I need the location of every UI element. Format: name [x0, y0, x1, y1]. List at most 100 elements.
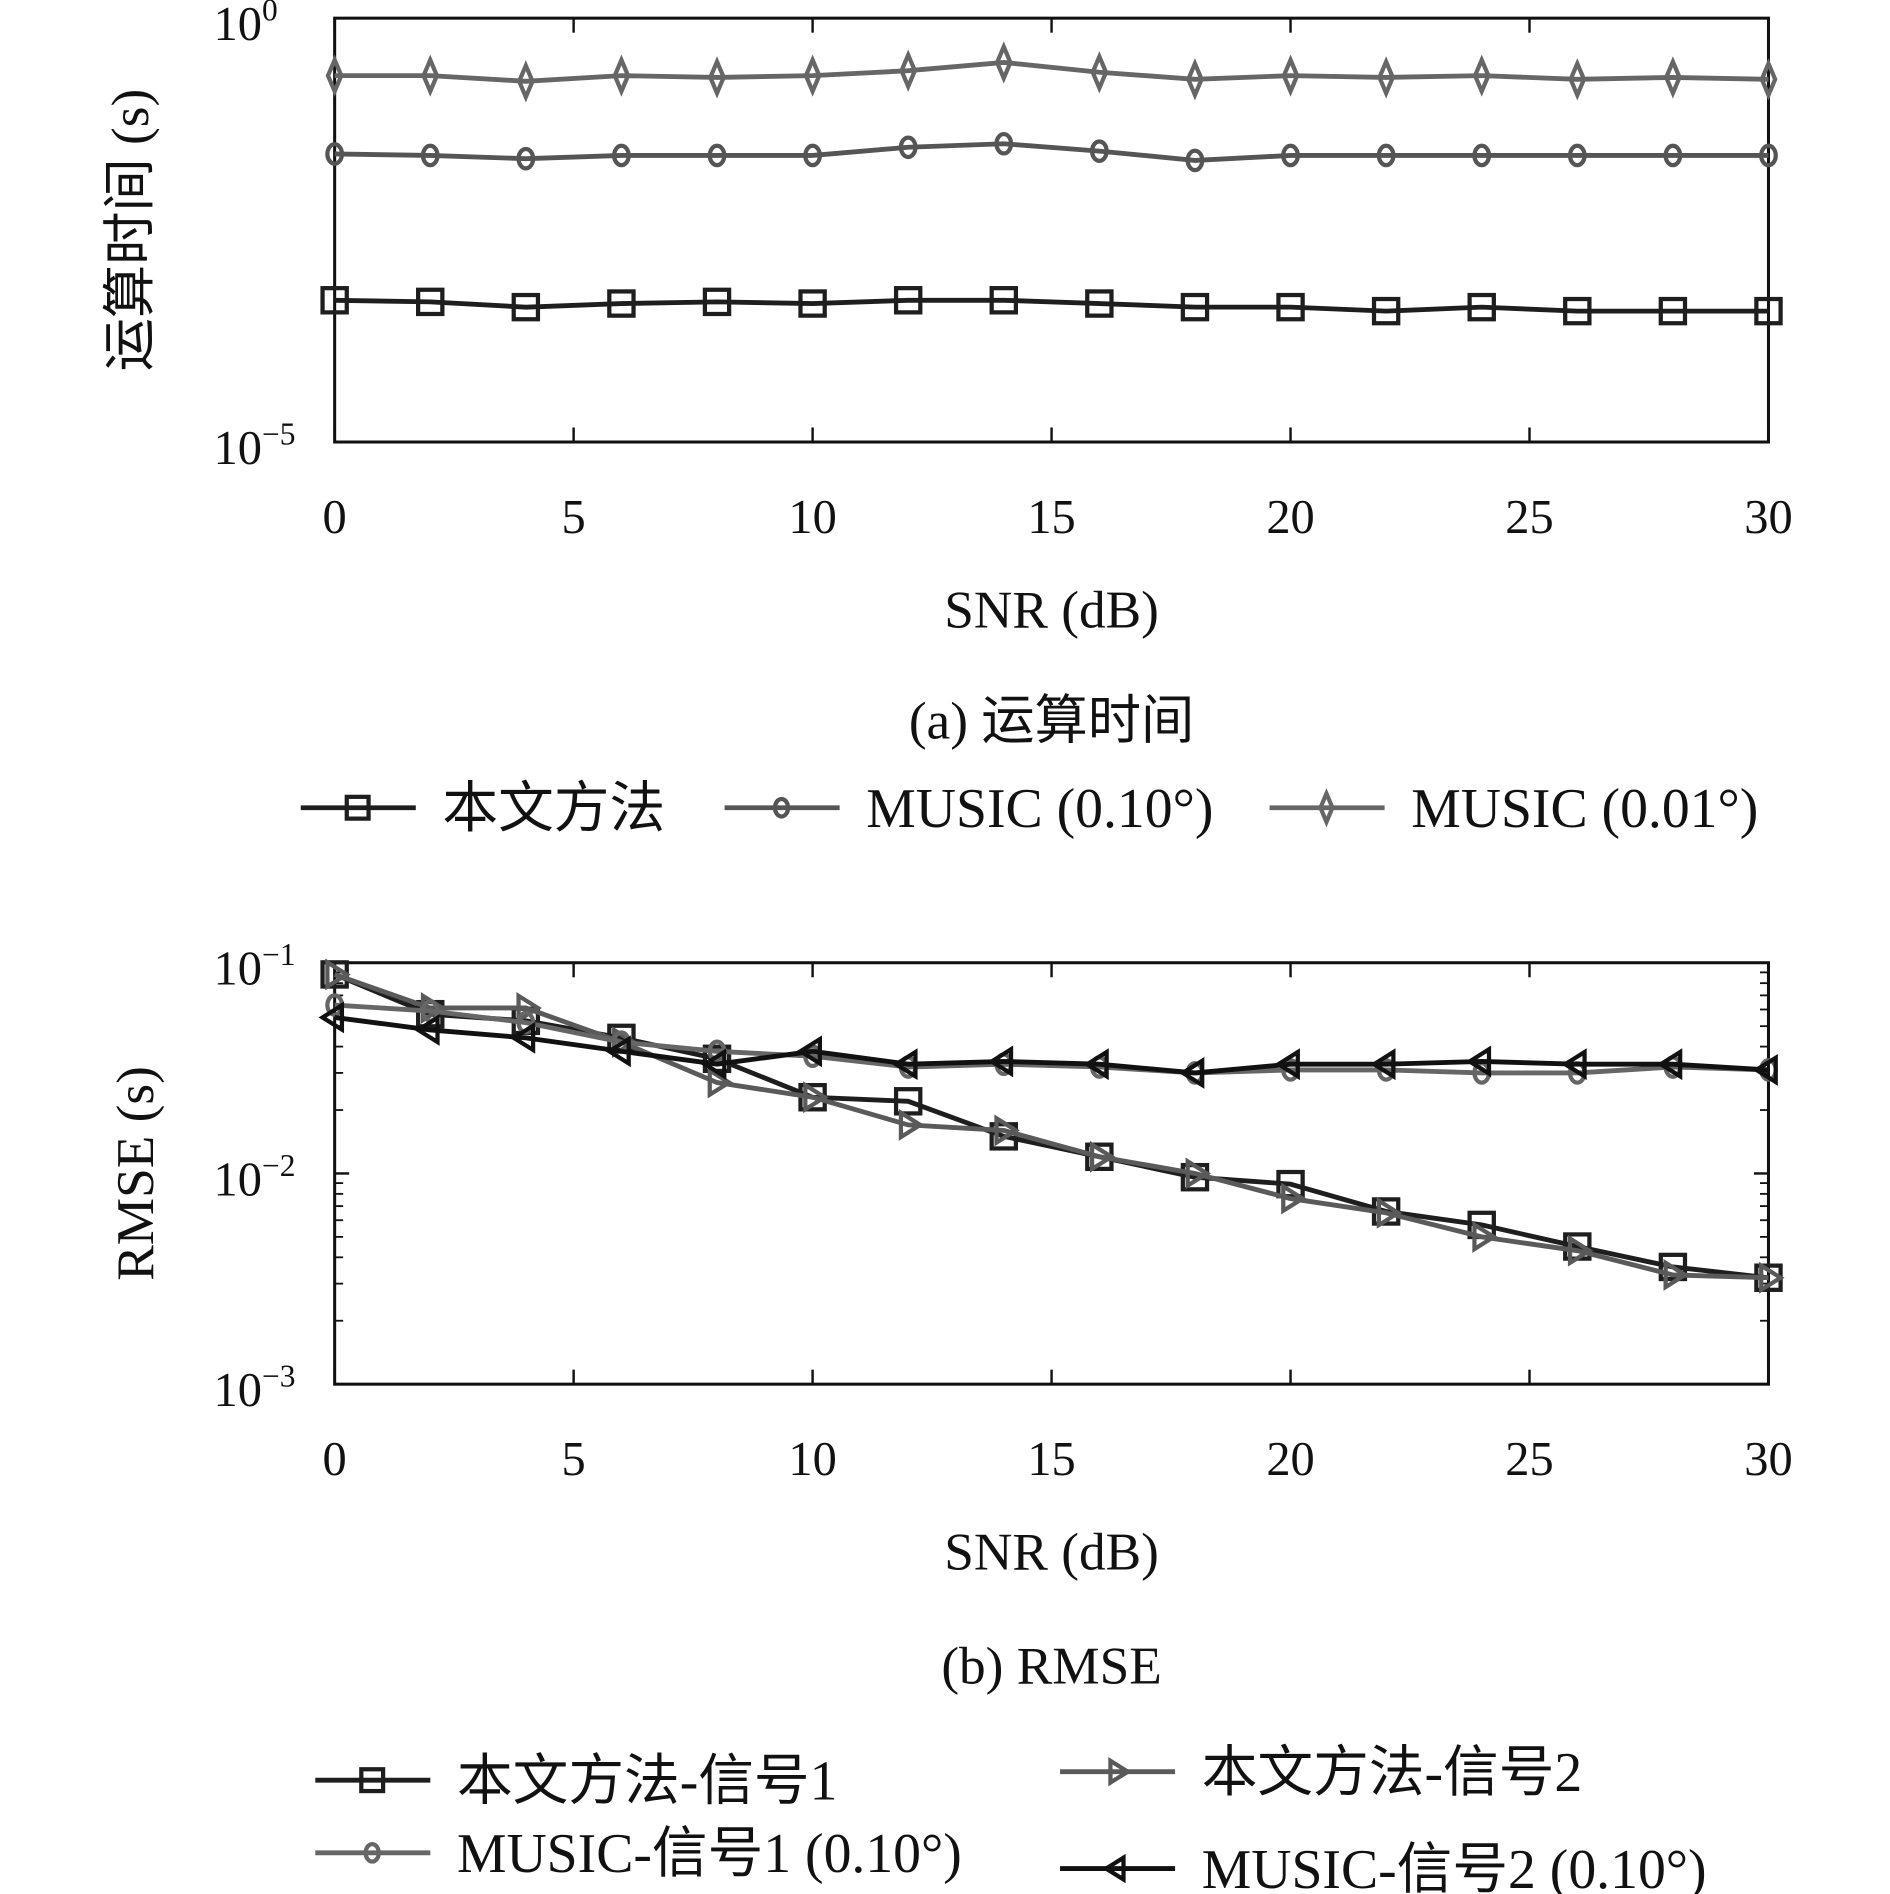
diamond-marker — [1377, 56, 1396, 99]
series-0 — [320, 286, 1783, 326]
square-marker — [702, 287, 732, 317]
triangle-left-marker — [1178, 1056, 1205, 1089]
square-marker — [416, 287, 445, 317]
triangle-left-marker — [1752, 1053, 1778, 1086]
x-tick-label: 20 — [1266, 491, 1314, 544]
triangle-right-marker — [1089, 1140, 1116, 1173]
diamond-marker — [1568, 58, 1587, 101]
series-line — [334, 60, 1769, 84]
triangle-left-marker — [987, 1045, 1014, 1078]
circle-marker — [420, 143, 440, 168]
x-tick-label: 30 — [1744, 491, 1792, 544]
series-1 — [325, 958, 1785, 1294]
x-tick-label: 25 — [1505, 1433, 1553, 1486]
diamond-marker — [1663, 56, 1682, 99]
series-2 — [325, 41, 1778, 103]
square-marker — [1371, 296, 1401, 326]
triangle-left-marker — [605, 1035, 631, 1068]
chart-computation-time: 运算时间 (s) SNR (dB) (a) 运算时间 0 5 10 15 20 25 30 1… — [101, 0, 1793, 840]
legend: 本文方法-信号1 本文方法-信号2 MUSIC-信号1 (0.10°) MUSIC-信… — [315, 1742, 1707, 1894]
triangle-right-marker — [1108, 1756, 1132, 1787]
square-marker — [1276, 292, 1305, 322]
square-marker — [1467, 292, 1496, 322]
x-tick-label: 15 — [1027, 491, 1075, 544]
triangle-right-marker — [707, 1066, 734, 1099]
legend-label: MUSIC (0.01°) — [1411, 778, 1758, 840]
y-tick-label: 10−5 — [214, 416, 296, 474]
triangle-right-marker — [898, 1108, 925, 1141]
x-tick-label: 5 — [562, 491, 586, 544]
y-tick-label: 10−2 — [214, 1148, 296, 1206]
diamond-marker — [1759, 58, 1778, 101]
circle-marker — [1472, 143, 1492, 168]
y-tick-label: 100 — [214, 0, 278, 51]
diamond-marker — [708, 56, 726, 99]
triangle-right-marker — [325, 958, 351, 991]
chart-title: (a) 运算时间 — [909, 692, 1195, 751]
diamond-marker — [612, 54, 631, 97]
triangle-left-marker — [1656, 1048, 1683, 1081]
diamond-marker — [1472, 54, 1491, 97]
circle-marker — [325, 142, 345, 166]
circle-marker — [516, 146, 536, 171]
square-marker — [607, 289, 636, 318]
triangle-right-marker — [1472, 1220, 1498, 1253]
legend-item: MUSIC (0.10°) — [724, 778, 1213, 840]
diamond-marker — [899, 49, 918, 92]
legend-label: 本文方法 — [442, 778, 665, 840]
diamond-marker — [1281, 54, 1300, 97]
square-marker — [320, 286, 349, 315]
triangle-left-marker — [509, 1021, 536, 1054]
series-1 — [325, 131, 1778, 173]
circle-marker — [1567, 143, 1587, 168]
x-tick-label: 30 — [1744, 1433, 1792, 1486]
legend-item: 本文方法-信号2 — [1060, 1742, 1582, 1804]
circle-marker — [898, 135, 918, 160]
circle-marker — [772, 796, 791, 819]
x-tick-label: 0 — [323, 491, 347, 544]
diamond-marker — [1185, 58, 1204, 101]
x-axis-label: SNR (dB) — [944, 1522, 1159, 1581]
x-tick-label: 5 — [562, 1433, 586, 1486]
legend-item: MUSIC-信号1 (0.10°) — [315, 1823, 962, 1885]
y-tick-label: 10−3 — [214, 1359, 296, 1417]
diamond-marker — [516, 60, 535, 103]
triangle-left-marker — [1465, 1045, 1492, 1078]
diamond-marker — [325, 54, 344, 97]
triangle-right-marker — [1281, 1182, 1307, 1215]
triangle-right-marker — [1376, 1196, 1403, 1229]
legend-item: 本文方法-信号1 — [315, 1751, 837, 1813]
triangle-left-marker — [1083, 1048, 1109, 1081]
series-line — [334, 297, 1769, 314]
x-tick-label: 25 — [1505, 491, 1553, 544]
square-marker — [1658, 296, 1688, 326]
square-marker — [989, 286, 1019, 315]
x-tick-label: 0 — [323, 1433, 347, 1486]
circle-marker — [1376, 143, 1396, 168]
square-marker — [1085, 289, 1114, 318]
triangle-left-marker — [318, 1001, 345, 1034]
diamond-marker — [994, 41, 1013, 84]
diamond-marker — [1318, 788, 1335, 828]
series-line — [334, 1015, 1769, 1076]
square-marker — [511, 292, 541, 322]
y-axis-label: RMSE (s) — [106, 1066, 165, 1281]
circle-marker — [363, 1841, 381, 1864]
series-line — [333, 972, 1769, 1281]
triangle-right-marker — [803, 1081, 829, 1114]
square-marker — [893, 286, 923, 315]
square-marker — [1754, 296, 1783, 326]
triangle-right-marker — [1663, 1258, 1690, 1291]
legend-label: 本文方法-信号1 — [457, 1751, 838, 1813]
series-3 — [318, 1001, 1778, 1089]
circle-marker — [612, 143, 631, 168]
legend-label: 本文方法-信号2 — [1202, 1742, 1583, 1804]
triangle-left-marker — [700, 1048, 727, 1081]
triangle-right-marker — [1567, 1234, 1594, 1267]
legend-label: MUSIC (0.10°) — [866, 778, 1213, 840]
triangle-left-marker — [796, 1035, 822, 1068]
triangle-right-marker — [1185, 1157, 1212, 1190]
square-marker — [893, 1087, 923, 1116]
square-marker — [798, 289, 827, 318]
